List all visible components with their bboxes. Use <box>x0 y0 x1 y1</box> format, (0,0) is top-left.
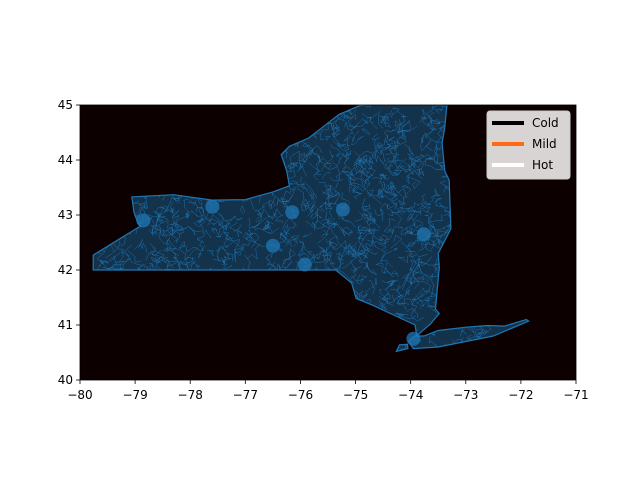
x-tick-label: −73 <box>453 388 478 402</box>
x-tick-label: −79 <box>122 388 147 402</box>
x-tick-label: −80 <box>67 388 92 402</box>
y-tick-label: 43 <box>58 208 73 222</box>
y-tick-label: 41 <box>58 318 73 332</box>
y-tick-label: 44 <box>58 153 73 167</box>
x-axis: −80 −79 −78 −77 −76 −75 −74 −73 −72 −71 <box>67 380 589 402</box>
urban-area <box>335 202 350 217</box>
urban-area <box>205 199 220 214</box>
urban-area <box>416 227 431 242</box>
urban-area <box>285 205 300 220</box>
legend-label-hot: Hot <box>532 158 553 172</box>
y-tick-label: 42 <box>58 263 73 277</box>
x-tick-label: −76 <box>288 388 313 402</box>
urban-area <box>265 238 280 253</box>
axes-frame <box>79 104 577 381</box>
x-tick-label: −72 <box>508 388 533 402</box>
x-tick-label: −77 <box>233 388 258 402</box>
legend: Cold Mild Hot <box>486 110 571 180</box>
long-island <box>407 318 530 350</box>
urban-area <box>136 213 151 228</box>
x-tick-label: −71 <box>563 388 588 402</box>
x-tick-label: −75 <box>343 388 368 402</box>
x-tick-label: −74 <box>398 388 423 402</box>
y-axis: 40 41 42 43 44 45 <box>58 98 80 387</box>
y-tick-label: 45 <box>58 98 73 112</box>
urban-area <box>297 257 312 272</box>
urban-area <box>406 331 421 346</box>
legend-label-mild: Mild <box>532 137 557 151</box>
y-tick-label: 40 <box>58 373 73 387</box>
legend-label-cold: Cold <box>532 116 559 130</box>
x-tick-label: −78 <box>178 388 203 402</box>
legend-box <box>486 110 571 180</box>
